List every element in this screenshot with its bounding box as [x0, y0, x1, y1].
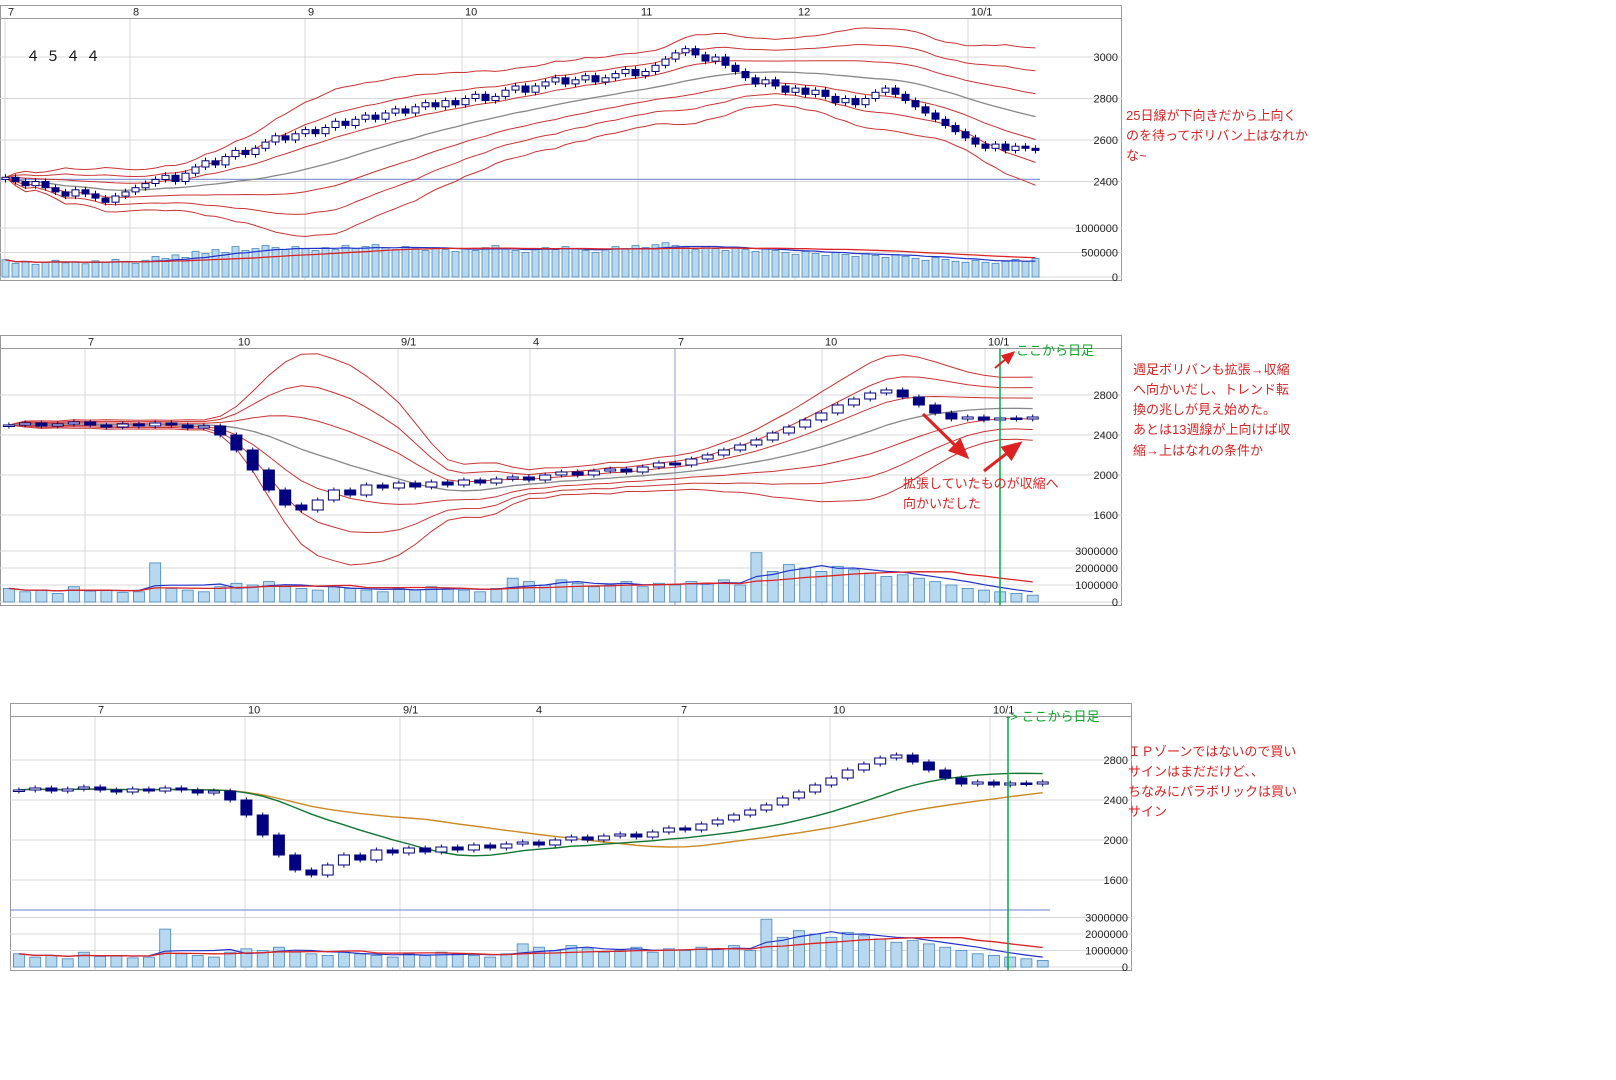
ip-zone-note: ＩＰゾーンではないので買い サインはまだだけど、、 ちなみにパラボリックは買い …	[1128, 744, 1298, 820]
weekly-daily-boundary-label-2: -> ここから日足	[1006, 709, 1100, 724]
svg-text:10: 10	[465, 7, 477, 19]
svg-text:2400: 2400	[1094, 430, 1118, 442]
contraction-note: 拡張していたものが収縮へ 向かいだした	[903, 476, 1059, 512]
svg-text:7: 7	[8, 7, 14, 19]
svg-text:1600: 1600	[1094, 510, 1118, 522]
svg-text:3000: 3000	[1094, 52, 1118, 64]
svg-text:2400: 2400	[1104, 795, 1128, 807]
svg-text:10: 10	[238, 337, 250, 349]
weekly-ma-chart: 7 10 9/1 4 7 10 10/1 2800 2400 2000 1600 3000000 200…	[10, 703, 1138, 979]
svg-text:9/1: 9/1	[401, 337, 416, 349]
expansion-arrow-icon	[921, 412, 970, 460]
svg-text:10/1: 10/1	[988, 337, 1009, 349]
svg-text:2600: 2600	[1094, 135, 1118, 147]
daily-chart-note: 25日線が下向きだから上向く のを待ってボリバン上はなれか な~	[1126, 108, 1309, 164]
svg-text:10: 10	[825, 337, 837, 349]
svg-text:2800: 2800	[1094, 94, 1118, 106]
svg-text:4: 4	[533, 337, 539, 349]
svg-text:10/1: 10/1	[971, 7, 992, 19]
contraction-arrow-icon	[983, 441, 1023, 473]
svg-text:2800: 2800	[1104, 755, 1128, 767]
svg-text:9: 9	[308, 7, 314, 19]
stock-code: ４５４４	[26, 48, 106, 64]
svg-text:7: 7	[98, 705, 104, 717]
svg-text:12: 12	[798, 7, 810, 19]
svg-text:9/1: 9/1	[403, 705, 418, 717]
svg-text:10/1: 10/1	[993, 705, 1014, 717]
weekly-bollinger-chart: 7 10 9/1 4 7 10 10/1 2800 2400 2000 1600 3000000 200…	[0, 335, 1128, 614]
svg-text:11: 11	[641, 7, 652, 19]
svg-text:4: 4	[536, 705, 542, 717]
boundary-arrow-icon	[994, 351, 1016, 369]
svg-text:1600: 1600	[1104, 875, 1128, 887]
svg-text:0: 0	[1112, 597, 1118, 609]
svg-text:2000: 2000	[1094, 470, 1118, 482]
daily-bollinger-chart: 7 8 9 10 11 12 10/1 3000 2800 2600 2400 1000000 5000…	[0, 5, 1128, 289]
svg-text:500000: 500000	[1081, 248, 1118, 260]
svg-text:3000000: 3000000	[1075, 546, 1118, 558]
svg-text:10: 10	[248, 705, 260, 717]
svg-text:0: 0	[1122, 962, 1128, 974]
svg-text:2800: 2800	[1094, 390, 1118, 402]
trend-arrows	[921, 351, 1023, 473]
svg-text:10: 10	[833, 705, 845, 717]
svg-text:7: 7	[681, 705, 687, 717]
svg-text:2000000: 2000000	[1075, 563, 1118, 575]
weekly-chart-note: 週足ボリバンも拡張→収縮 へ向かいだし、トレンド転 換の兆しが見え始めた。 あと…	[1133, 362, 1291, 458]
weekly-daily-boundary-label: ここから日足	[1016, 343, 1095, 358]
svg-text:1000000: 1000000	[1085, 946, 1128, 958]
svg-text:1000000: 1000000	[1075, 580, 1118, 592]
svg-text:2400: 2400	[1094, 177, 1118, 189]
svg-text:3000000: 3000000	[1085, 913, 1128, 925]
svg-text:1000000: 1000000	[1075, 223, 1118, 235]
svg-text:7: 7	[88, 337, 94, 349]
svg-text:0: 0	[1112, 272, 1118, 284]
svg-text:7: 7	[678, 337, 684, 349]
svg-text:8: 8	[133, 7, 139, 19]
svg-text:2000: 2000	[1104, 835, 1128, 847]
svg-text:2000000: 2000000	[1085, 929, 1128, 941]
